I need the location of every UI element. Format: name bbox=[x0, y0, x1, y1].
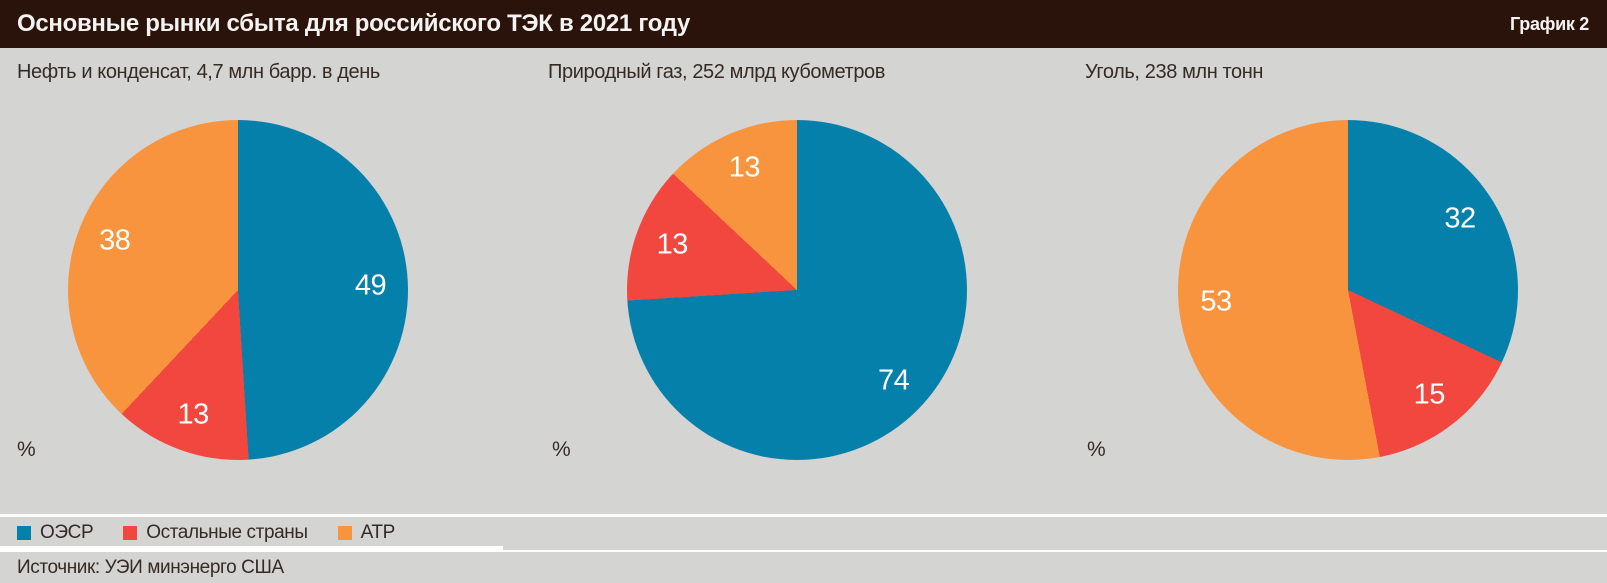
pie-slice-value: 13 bbox=[728, 151, 761, 184]
legend-item: Остальные страны bbox=[123, 522, 308, 544]
source-note: Источник: УЭИ минэнерго США bbox=[17, 557, 284, 578]
pie-slice-value: 32 bbox=[1444, 202, 1476, 235]
legend-swatch bbox=[337, 526, 352, 540]
pie-panel-gas: Природный газ, 252 млрд кубометров 74 13 1… bbox=[536, 48, 1073, 483]
figure-number: График 2 bbox=[1510, 13, 1589, 34]
pie-chart-oil: 49 13 38 bbox=[68, 120, 408, 460]
pie-slice-value: 15 bbox=[1413, 378, 1446, 411]
pie-slice-value: 74 bbox=[878, 364, 910, 397]
pie-slice-value: 13 bbox=[656, 228, 689, 261]
pie-slice-value: 13 bbox=[177, 398, 209, 431]
figure-title: Основные рынки сбыта для российского ТЭК… bbox=[17, 10, 691, 37]
legend-swatch bbox=[17, 526, 31, 540]
legend-label: Остальные страны bbox=[146, 522, 308, 543]
figure-header: Основные рынки сбыта для российского ТЭК… bbox=[0, 0, 1607, 48]
pie-subtitle-gas: Природный газ, 252 млрд кубометров bbox=[548, 61, 885, 83]
legend-divider-bottom bbox=[0, 550, 1607, 552]
pie-slice-value: 49 bbox=[354, 269, 387, 302]
legend-item: ОЭСР bbox=[17, 522, 94, 544]
legend-item: АТР bbox=[337, 522, 396, 544]
pie-subtitle-coal: Уголь, 238 млн тонн bbox=[1085, 61, 1264, 83]
pie-slice-value: 53 bbox=[1200, 285, 1232, 318]
legend-label: АТР bbox=[360, 522, 396, 543]
pie-slice-value: 38 bbox=[99, 224, 131, 257]
legend: ОЭСР Остальные страны АТР bbox=[17, 521, 395, 545]
percent-axis-label: % bbox=[552, 438, 571, 461]
legend-divider-top bbox=[0, 514, 1607, 517]
percent-axis-label: % bbox=[17, 438, 36, 461]
legend-divider-bottom-left bbox=[0, 546, 503, 552]
pie-chart-coal: 32 15 53 bbox=[1178, 120, 1518, 460]
pie-panel-coal: Уголь, 238 млн тонн 32 15 53 % bbox=[1073, 48, 1607, 483]
legend-label: ОЭСР bbox=[40, 522, 94, 543]
pie-chart-gas: 74 13 13 bbox=[627, 120, 967, 460]
percent-axis-label: % bbox=[1087, 438, 1106, 461]
pie-subtitle-oil: Нефть и конденсат, 4,7 млн барр. в день bbox=[17, 61, 380, 83]
pie-panel-oil: Нефть и конденсат, 4,7 млн барр. в день … bbox=[0, 48, 536, 483]
legend-swatch bbox=[123, 526, 138, 540]
